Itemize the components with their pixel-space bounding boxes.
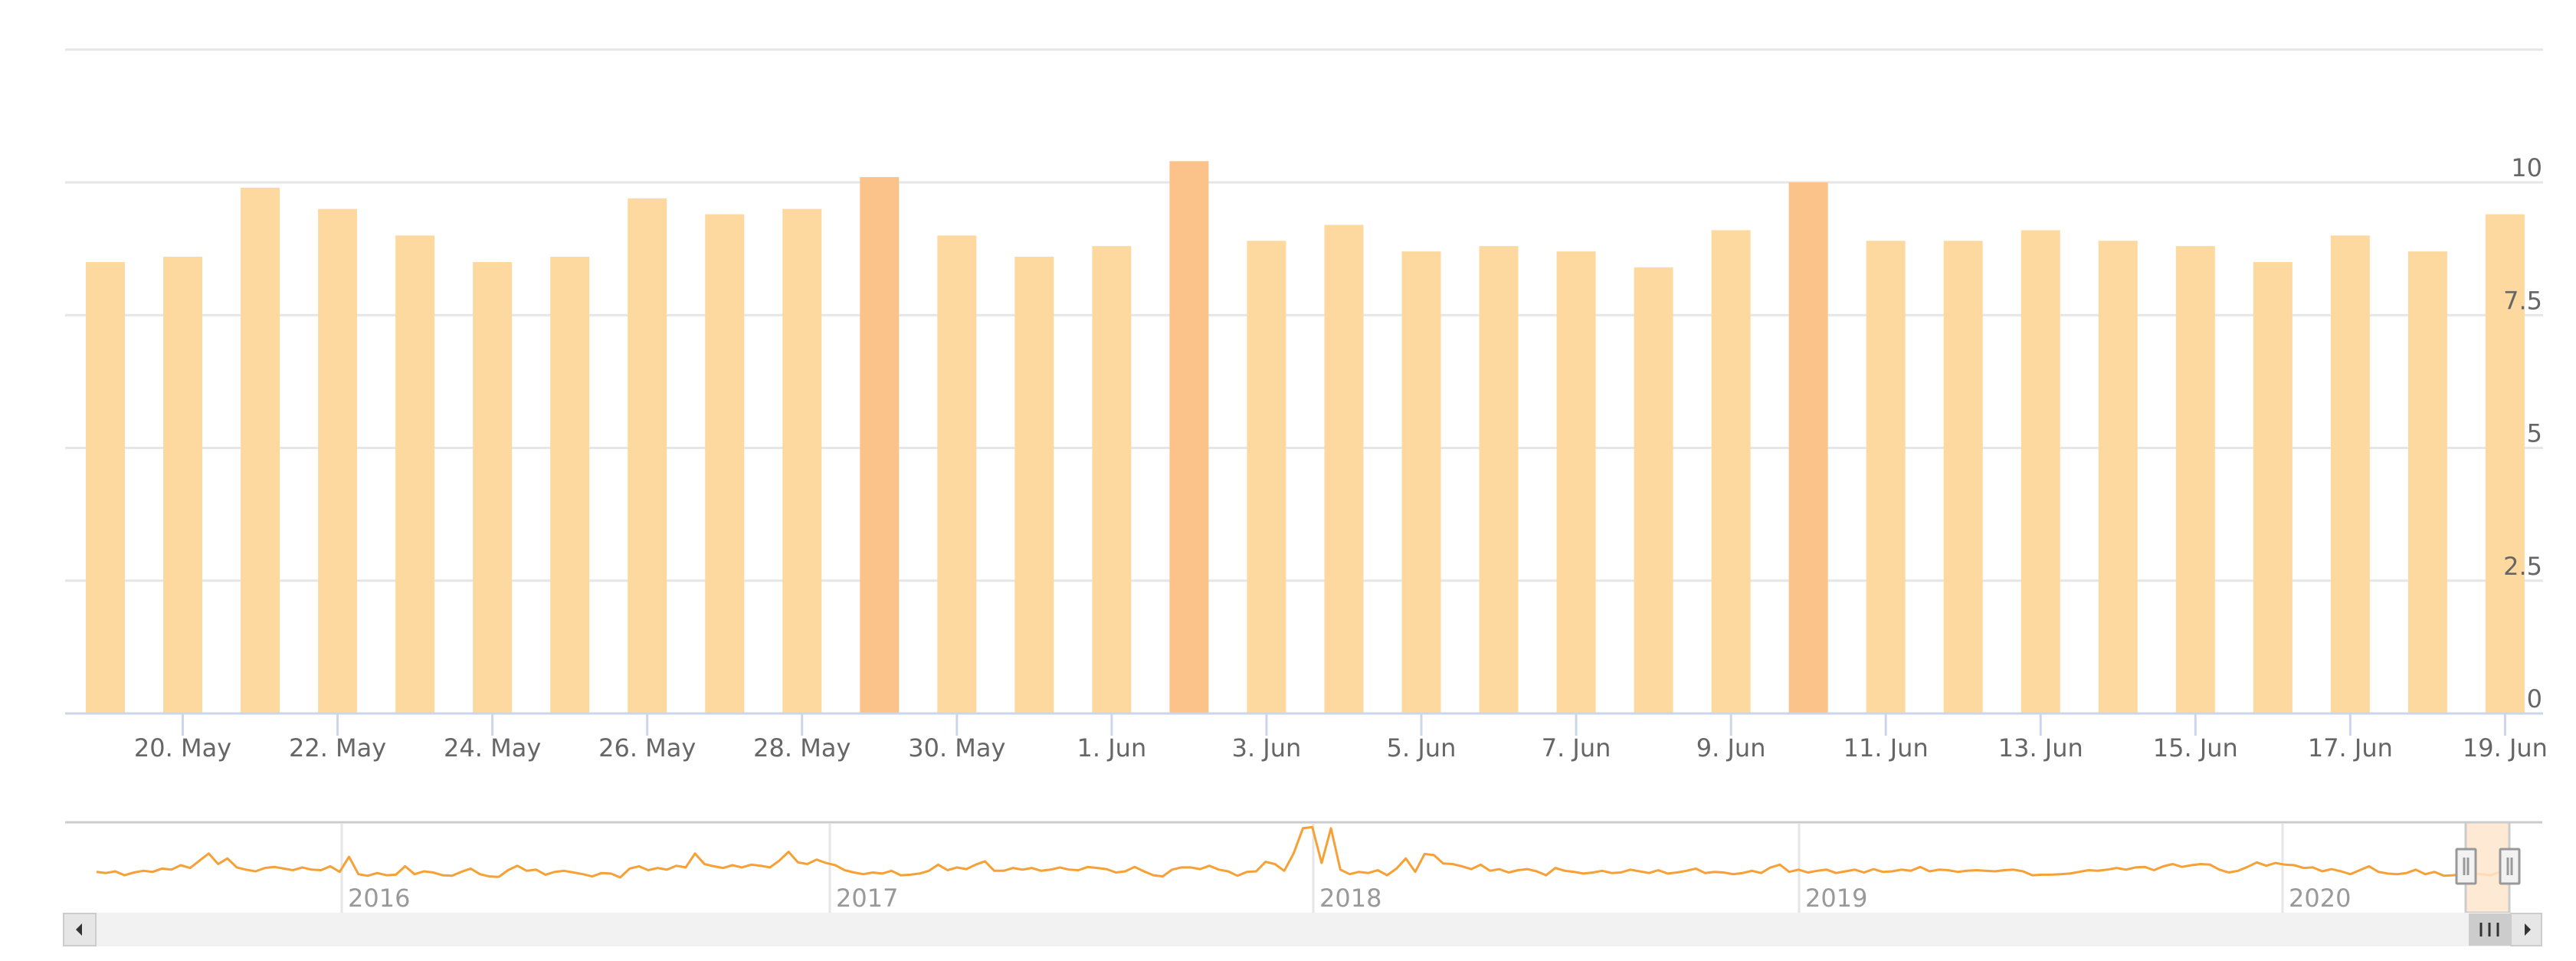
y-gridlines [65, 48, 2543, 582]
y-axis-label: 10 [2511, 153, 2542, 182]
bar-19-may[interactable] [86, 261, 125, 713]
x-axis-label: 20. May [134, 733, 231, 763]
scroll-thumb[interactable] [2469, 913, 2511, 946]
bar-10-jun[interactable] [1788, 182, 1828, 713]
bar-2-jun[interactable] [1169, 161, 1209, 713]
bar-8-jun[interactable] [1634, 267, 1673, 713]
scroll-right-button[interactable] [2510, 913, 2542, 946]
bar-25-may[interactable] [550, 257, 590, 713]
arrow-left-icon [76, 923, 82, 936]
scroll-left-button[interactable] [63, 913, 97, 946]
bar-11-jun[interactable] [1866, 241, 1906, 714]
bar-31-may[interactable] [1014, 257, 1054, 713]
bar-22-may[interactable] [318, 208, 358, 713]
x-axis-ticks: 20. May 22. May 24. May 26. May 28. May 30. M… [134, 713, 2548, 763]
navigator-year-label: 2019 [1805, 884, 1867, 913]
x-axis-label: 15. Jun [2153, 733, 2238, 763]
x-axis-label: 28. May [753, 733, 850, 763]
y-axis-labels: 0 2.5 5 7.5 10 [2503, 153, 2542, 713]
y-axis-label: 0 [2527, 684, 2542, 713]
x-axis-label: 30. May [908, 733, 1005, 763]
bar-6-jun[interactable] [1479, 246, 1519, 713]
navigator-right-handle[interactable] [2499, 848, 2521, 885]
navigator-year-label: 2020 [2289, 884, 2351, 913]
x-axis-label: 11. Jun [1844, 733, 1929, 763]
bar-15-jun[interactable] [2175, 246, 2215, 713]
x-axis-label: 26. May [598, 733, 696, 763]
x-axis-label: 9. Jun [1696, 733, 1766, 763]
bar-27-may[interactable] [705, 214, 745, 714]
x-axis-label: 3. Jun [1232, 733, 1302, 763]
y-axis-label: 5 [2527, 419, 2542, 448]
bar-9-jun[interactable] [1711, 230, 1751, 713]
bar-14-jun[interactable] [2098, 241, 2138, 714]
scrollbar[interactable] [63, 913, 2542, 946]
bar-23-may[interactable] [395, 235, 435, 713]
y-axis-label: 2.5 [2503, 552, 2542, 581]
bar-7-jun[interactable] [1556, 251, 1596, 714]
bar-17-jun[interactable] [2330, 235, 2370, 713]
scrollbar-track[interactable] [63, 913, 2542, 946]
bar-24-may[interactable] [473, 261, 513, 713]
y-axis-label: 7.5 [2503, 286, 2542, 315]
navigator-year-label: 2017 [836, 884, 898, 913]
navigator-year-label: 2018 [1319, 884, 1381, 913]
arrow-right-icon [2525, 923, 2531, 936]
x-axis-label: 24. May [444, 733, 541, 763]
x-axis-label: 17. Jun [2308, 733, 2393, 763]
bar-1-jun[interactable] [1092, 246, 1132, 713]
bar-19-jun[interactable] [2485, 214, 2525, 714]
bar-12-jun[interactable] [1943, 241, 1983, 714]
bar-5-jun[interactable] [1401, 251, 1441, 714]
navigator[interactable]: 2016 2017 2018 2019 2020 [65, 821, 2542, 914]
bar-13-jun[interactable] [2020, 230, 2060, 713]
navigator-series-line [96, 825, 2510, 879]
x-axis-label: 1. Jun [1077, 733, 1147, 763]
navigator-left-handle[interactable] [2455, 848, 2477, 885]
bar-29-may[interactable] [860, 177, 900, 713]
bar-series [86, 161, 2525, 714]
x-axis-label: 5. Jun [1387, 733, 1457, 763]
bar-3-jun[interactable] [1247, 241, 1286, 714]
bar-18-jun[interactable] [2407, 251, 2447, 714]
bar-26-may[interactable] [628, 198, 667, 713]
bar-21-may[interactable] [241, 187, 280, 713]
x-axis-label: 22. May [289, 733, 386, 763]
bar-30-may[interactable] [937, 235, 977, 713]
x-axis-label: 7. Jun [1542, 733, 1611, 763]
navigator-year-label: 2016 [348, 884, 410, 913]
bar-16-jun[interactable] [2253, 261, 2293, 713]
x-axis-label: 19. Jun [2463, 733, 2548, 763]
bar-4-jun[interactable] [1324, 225, 1364, 713]
bar-28-may[interactable] [782, 208, 822, 713]
bar-20-may[interactable] [163, 257, 203, 713]
x-axis-label: 13. Jun [1998, 733, 2083, 763]
